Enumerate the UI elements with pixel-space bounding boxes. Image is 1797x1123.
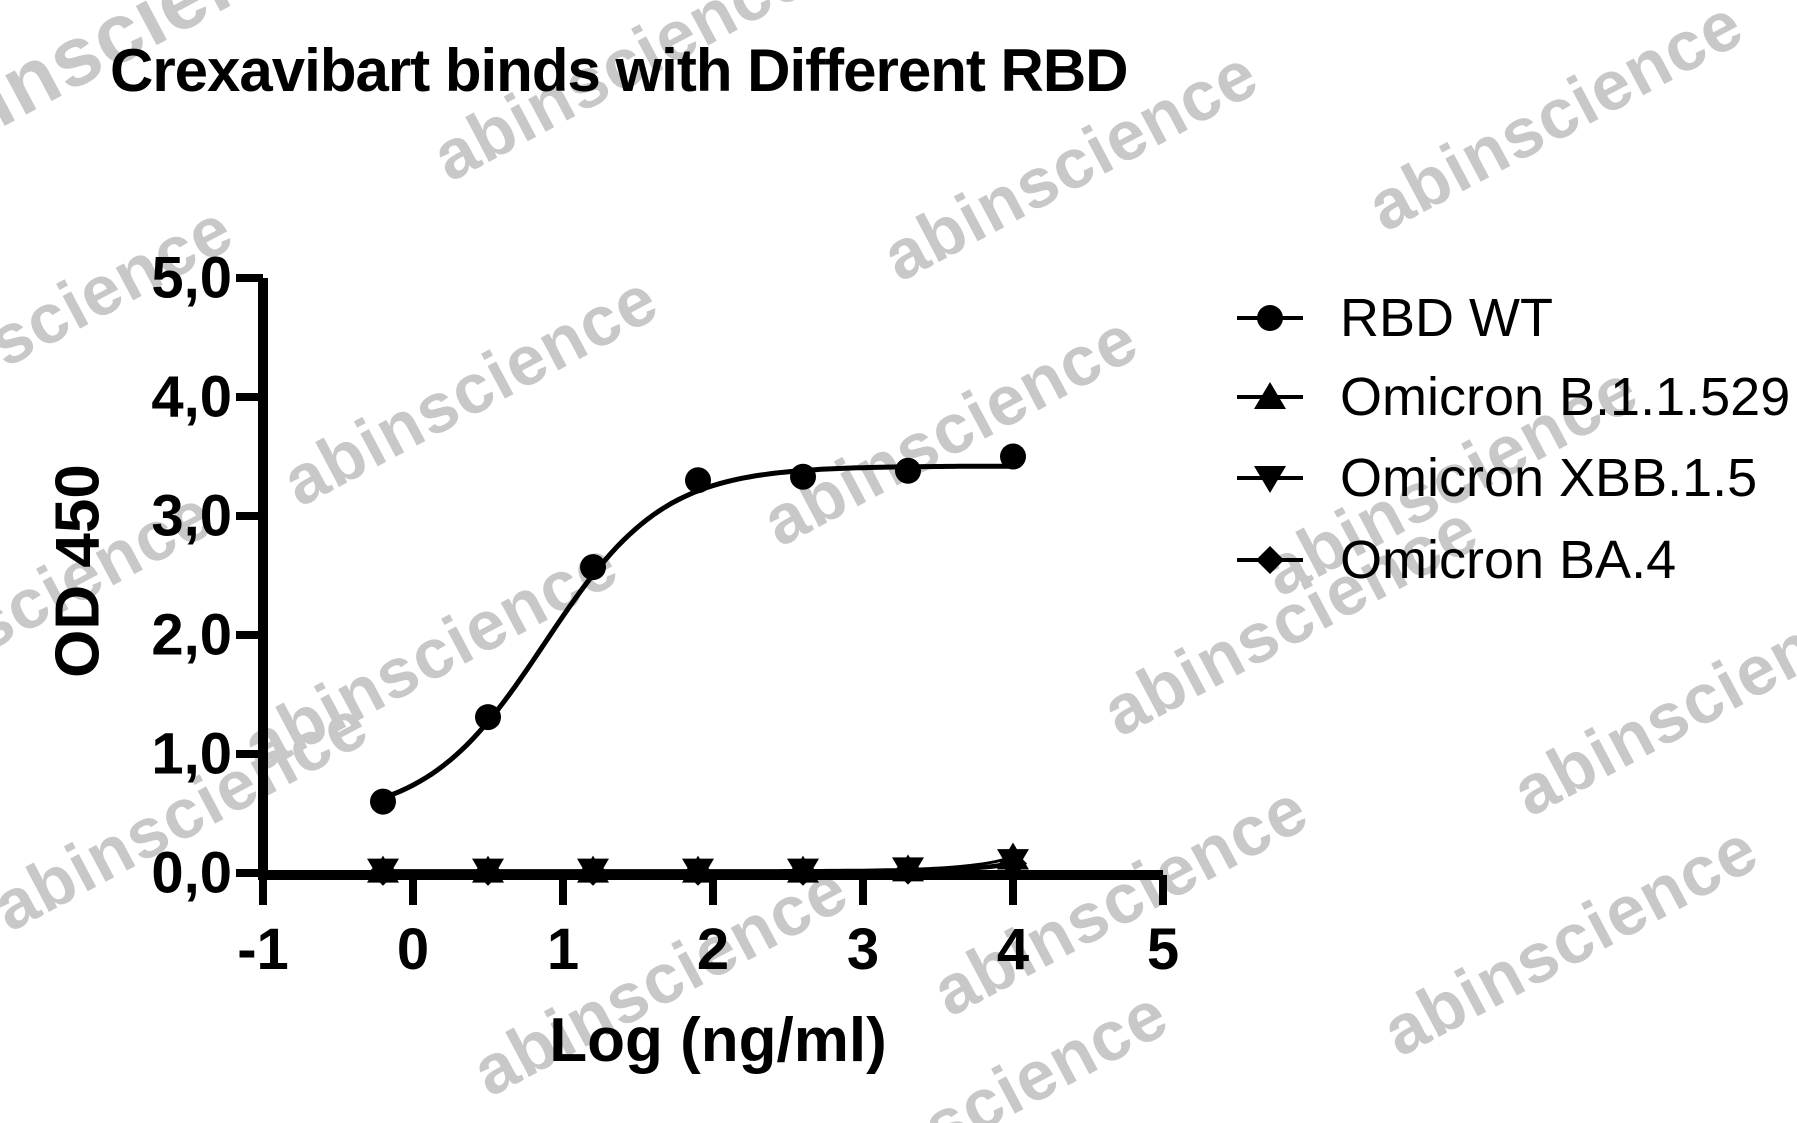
legend-triangle-up-marker-icon bbox=[1237, 382, 1303, 409]
data-point-diamond bbox=[474, 857, 502, 886]
legend-triangle-down-marker-icon bbox=[1237, 466, 1303, 493]
y-tick-label-2: 2,0 bbox=[151, 602, 232, 668]
legend-label-omicron-ba4: Omicron BA.4 bbox=[1340, 530, 1677, 590]
data-point-diamond bbox=[579, 857, 607, 886]
fit-curve-0 bbox=[382, 463, 1013, 801]
data-point-circle bbox=[790, 463, 816, 490]
data-point-circle bbox=[685, 467, 711, 494]
data-point-diamond bbox=[369, 857, 397, 886]
data-point-circle bbox=[475, 704, 501, 731]
x-tick-label-0: -1 bbox=[237, 917, 289, 982]
x-tick-label-1: 0 bbox=[396, 917, 430, 982]
data-point-diamond bbox=[894, 856, 922, 885]
x-tick-label-4: 3 bbox=[846, 917, 880, 982]
y-tick-label-5: 5,0 bbox=[151, 245, 232, 311]
data-point-circle bbox=[1000, 443, 1026, 470]
y-tick-label-3: 3,0 bbox=[151, 483, 232, 549]
data-point-diamond bbox=[999, 849, 1027, 878]
x-tick-label-3: 2 bbox=[696, 917, 730, 982]
y-tick-label-1: 1,0 bbox=[151, 721, 232, 787]
data-point-circle bbox=[580, 554, 606, 581]
legend-label-rbd-wt: RBD WT bbox=[1340, 288, 1553, 348]
x-tick-label-2: 1 bbox=[546, 917, 580, 982]
legend-circle-marker-icon bbox=[1237, 305, 1303, 331]
x-tick-label-5: 4 bbox=[996, 917, 1030, 982]
y-tick-label-0: 0,0 bbox=[151, 840, 232, 906]
data-point-diamond bbox=[789, 857, 817, 886]
x-tick-label-6: 5 bbox=[1146, 917, 1180, 982]
x-axis-title: Log (ng/ml) bbox=[549, 1006, 887, 1075]
legend-label-omicron-b11529: Omicron B.1.1.529 bbox=[1340, 367, 1791, 427]
legend-diamond-marker-icon bbox=[1237, 546, 1303, 574]
axis-spines bbox=[258, 278, 1163, 880]
data-point-circle bbox=[895, 457, 921, 484]
y-tick-label-4: 4,0 bbox=[151, 364, 232, 430]
legend-label-omicron-xbb15: Omicron XBB.1.5 bbox=[1340, 448, 1758, 508]
chart-title: Crexavibart binds with Different RBD bbox=[110, 37, 1128, 104]
data-point-diamond bbox=[684, 857, 712, 886]
data-point-circle bbox=[370, 788, 396, 815]
